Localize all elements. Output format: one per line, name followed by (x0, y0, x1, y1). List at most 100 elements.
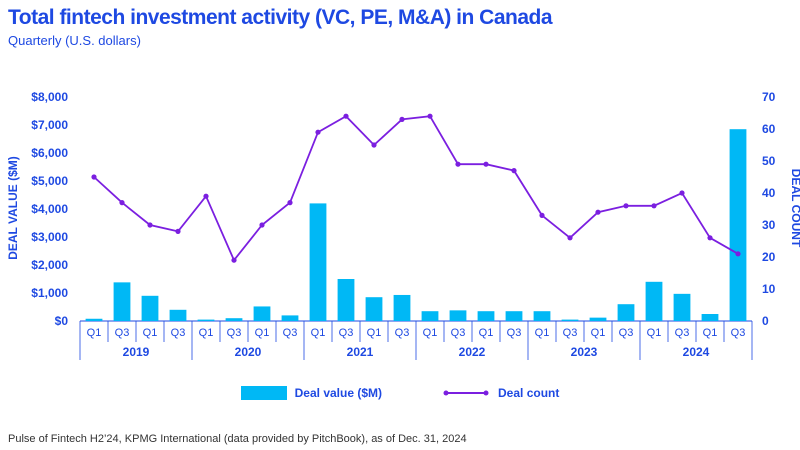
deal-count-point (735, 251, 741, 257)
x-tick-label: Q3 (451, 327, 466, 339)
x-tick-label: Q3 (227, 327, 242, 339)
chart-subtitle: Quarterly (U.S. dollars) (8, 33, 141, 48)
x-tick-label: Q1 (703, 327, 718, 339)
bar (309, 203, 327, 321)
y-right-tick-label: 0 (762, 314, 769, 328)
legend-item-deal-value: Deal value ($M) (240, 386, 383, 400)
year-label: 2024 (683, 345, 710, 359)
year-label: 2020 (235, 345, 262, 359)
y-left-tick-label: $0 (55, 314, 69, 328)
legend: Deal value ($M) Deal count (0, 386, 800, 400)
year-label: 2019 (123, 345, 150, 359)
y-right-tick-label: 30 (762, 218, 776, 232)
bar-series (85, 129, 747, 321)
deal-count-point (231, 257, 237, 263)
deal-count-point (679, 190, 685, 196)
bar (365, 297, 383, 321)
legend-label-deal-count: Deal count (498, 386, 560, 400)
deal-count-point (203, 193, 209, 199)
bar (141, 295, 159, 321)
deal-count-point (287, 200, 293, 206)
x-tick-label: Q3 (675, 327, 690, 339)
y-left-tick-label: $1,000 (31, 286, 68, 300)
source-note: Pulse of Fintech H2’24, KPMG Internation… (8, 433, 467, 445)
axis-layer (79, 320, 753, 360)
x-tick-label: Q1 (479, 327, 494, 339)
x-tick-label: Q3 (563, 327, 578, 339)
y-right-tick-label: 20 (762, 250, 776, 264)
y-left-tick-label: $3,000 (31, 230, 68, 244)
bar (393, 294, 411, 321)
deal-count-point (455, 161, 461, 167)
deal-count-point (483, 161, 489, 167)
x-tick-label: Q1 (535, 327, 550, 339)
legend-label-deal-value: Deal value ($M) (294, 386, 383, 400)
y-left-tick-label: $6,000 (31, 146, 68, 160)
y-left-tick-label: $8,000 (31, 90, 68, 104)
x-tick-label: Q3 (731, 327, 746, 339)
x-tick-label: Q3 (171, 327, 186, 339)
y-left-tick-label: $4,000 (31, 202, 68, 216)
deal-count-point (707, 235, 713, 241)
deal-count-point (399, 116, 405, 122)
x-tick-label: Q1 (311, 327, 326, 339)
deal-count-point (147, 222, 153, 228)
deal-count-point (511, 168, 517, 174)
bar (85, 318, 103, 321)
deal-count-point (343, 113, 349, 119)
y-axis-right-label: DEAL COUNT (789, 169, 800, 248)
y-right-tick-label: 50 (762, 154, 776, 168)
x-tick-label: Q3 (619, 327, 634, 339)
x-tick-label: Q1 (87, 327, 102, 339)
x-tick-label: Q3 (339, 327, 354, 339)
deal-count-point (623, 203, 629, 209)
y-right-tick-label: 60 (762, 122, 776, 136)
bar (589, 317, 607, 321)
y-right-tick-label: 40 (762, 186, 776, 200)
deal-count-point (91, 174, 97, 180)
x-tick-label: Q3 (115, 327, 130, 339)
x-tick-label: Q1 (647, 327, 662, 339)
y-right-tick-label: 10 (762, 282, 776, 296)
legend-swatch-line (443, 390, 489, 396)
bar (225, 318, 243, 321)
y-left-tick-label: $2,000 (31, 258, 68, 272)
deal-count-point (371, 142, 377, 148)
deal-count-point (315, 129, 321, 135)
deal-count-point (539, 212, 545, 218)
y-left-tick-label: $5,000 (31, 174, 68, 188)
bar (281, 315, 299, 321)
y-right-tick-label: 70 (762, 90, 776, 104)
bar (337, 279, 355, 321)
bar (701, 314, 719, 321)
bar (253, 306, 271, 321)
deal-count-point (259, 222, 265, 228)
deal-count-point (595, 209, 601, 215)
bar (197, 319, 215, 321)
x-tick-label: Q1 (367, 327, 382, 339)
deal-count-line (93, 115, 739, 262)
deal-count-point (567, 235, 573, 241)
bar (449, 310, 467, 321)
deal-count-point (651, 203, 657, 209)
deal-count-point (427, 113, 433, 119)
bar (169, 309, 187, 321)
x-tick-label: Q1 (423, 327, 438, 339)
x-tick-label: Q3 (283, 327, 298, 339)
bar (729, 129, 747, 321)
deal-count-point (119, 200, 125, 206)
bar (673, 293, 691, 321)
x-tick-label: Q3 (395, 327, 410, 339)
x-tick-label: Q1 (591, 327, 606, 339)
tick-labels: $0 $1,000 $2,000 $3,000 $4,000 $5,000 $6,000 $7… (31, 90, 775, 359)
legend-swatch-bar (240, 386, 287, 400)
bar (617, 304, 635, 321)
y-left-tick-label: $7,000 (31, 118, 68, 132)
bar (477, 311, 495, 321)
x-tick-label: Q1 (255, 327, 270, 339)
bar (113, 282, 131, 321)
bar (505, 311, 523, 321)
bar (421, 311, 439, 321)
legend-item-deal-count: Deal count (442, 386, 559, 400)
bar (645, 281, 663, 321)
